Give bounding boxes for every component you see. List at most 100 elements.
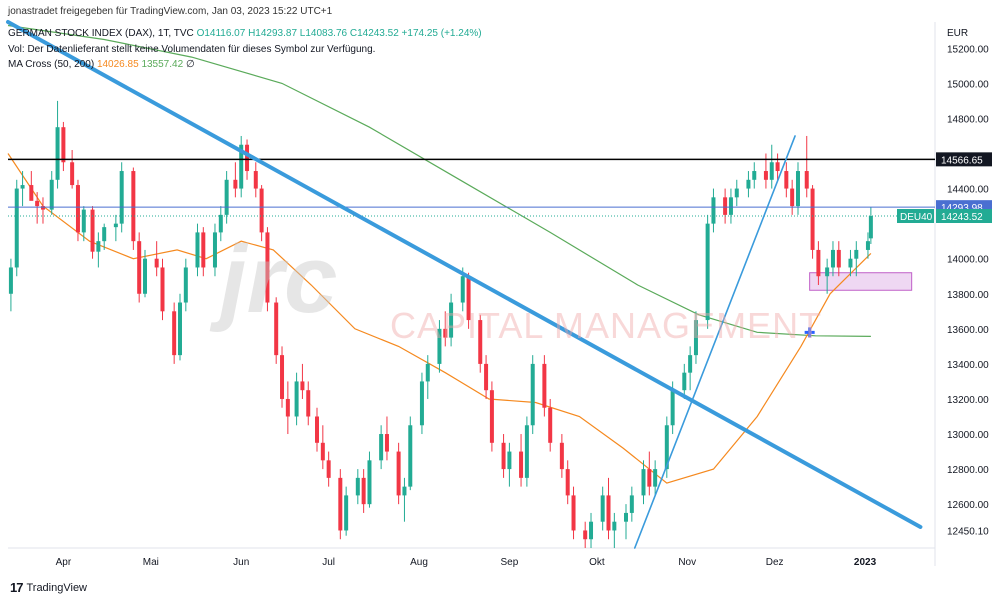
candle-body-75 [583,530,588,540]
candle-body-98 [769,162,774,180]
symbol-line: GERMAN STOCK INDEX (DAX), 1T, TVC O14116… [8,28,482,39]
candle-body-46 [344,495,349,531]
candle-body-99 [775,162,780,172]
candle-body-67 [519,451,524,478]
candle-body-71 [548,407,553,443]
candle-body-61 [466,276,471,321]
candle-body-49 [367,460,372,505]
candle-body-54 [408,425,413,487]
price-tick-8: 13200.00 [947,395,989,406]
candle-body-102 [795,171,800,207]
candle-body-36 [274,302,279,356]
month-tick-0: Apr [56,557,72,568]
candle-body-51 [384,434,389,452]
attribution: jonastradet freigegeben für TradingView.… [8,6,333,17]
month-tick-4: Aug [410,557,428,568]
candle-body-1 [14,188,19,268]
month-tick-8: Dez [766,557,784,568]
price-tick-10: 12800.00 [947,465,989,476]
price-tick-2: 14800.00 [947,114,989,125]
candle-body-24 [183,267,188,303]
currency-label: EUR [947,28,968,39]
volume-note: Vol: Der Datenlieferant stellt keine Vol… [8,44,376,55]
candles-group [8,100,873,548]
candle-body-72 [559,442,564,470]
candle-body-43 [320,442,325,461]
support-zone [809,272,913,291]
price-label-box-2 [936,209,992,224]
price-tick-0: 15200.00 [947,44,989,55]
candle-body-34 [259,188,264,233]
candle-body-107 [830,249,835,268]
price-tick-12: 12450.10 [947,526,989,537]
candle-body-50 [379,434,384,461]
golden-cross-marker [804,327,815,338]
candle-body-47 [355,477,360,496]
candle-body-38 [285,398,290,417]
candle-body-29 [224,179,229,215]
candle-body-79 [612,521,617,531]
candle-body-112 [868,216,873,239]
candle-body-4 [35,200,40,207]
tradingview-logo-icon: 17 [10,580,24,595]
candle-body-100 [784,171,789,189]
candle-body-9 [70,162,75,186]
candle-body-40 [300,381,305,391]
candle-body-76 [589,521,594,540]
candle-body-90 [705,223,710,321]
price-tick-5: 13800.00 [947,290,989,301]
candle-body-111 [865,241,870,250]
candle-body-110 [854,249,859,259]
candle-body-5 [40,206,45,210]
candle-body-32 [245,144,250,172]
ma200-line [7,24,871,337]
candle-body-78 [606,495,611,531]
candle-body-2 [20,185,25,189]
candle-body-82 [641,469,646,496]
candle-body-27 [212,232,217,268]
month-tick-7: Nov [678,557,696,568]
candle-body-42 [315,416,319,443]
candle-body-3 [29,185,34,201]
candle-body-91 [711,197,716,224]
candle-body-87 [682,372,687,391]
candle-body-33 [253,171,258,189]
candle-body-28 [218,214,223,233]
candle-body-35 [265,232,270,303]
candle-body-20 [154,258,159,268]
month-tick-2: Jun [233,557,249,568]
month-tick-3: Jul [322,557,335,568]
candle-body-109 [848,258,853,268]
candle-body-106 [825,267,830,277]
price-tick-3: 14400.00 [947,185,989,196]
candle-body-23 [177,302,182,356]
candle-body-19 [143,258,148,294]
candle-body-73 [565,469,570,496]
candle-body-108 [836,249,841,268]
candle-body-57 [437,328,442,364]
candle-body-88 [688,355,693,373]
candle-body-70 [542,363,547,408]
candle-body-83 [647,469,652,487]
month-tick-9: 2023 [854,557,877,568]
symbol-name[interactable]: GERMAN STOCK INDEX (DAX), 1T, TVC [8,28,194,39]
candle-body-21 [160,267,165,312]
candle-body-60 [460,276,465,303]
candle-body-17 [131,171,136,242]
candle-body-66 [507,451,512,470]
candle-body-84 [653,469,658,487]
ma50-value: 14026.85 [96,59,139,70]
candle-body-13 [96,241,101,252]
candle-body-53 [402,486,407,496]
ma-visibility-icon[interactable]: ∅ [185,59,195,70]
candle-body-93 [728,197,733,215]
candle-body-14 [102,227,107,242]
candle-body-92 [723,197,728,215]
candle-body-105 [816,249,821,277]
candle-body-11 [81,209,86,233]
candle-body-65 [501,442,506,470]
price-tick-7: 13400.00 [947,360,989,371]
ma-cross-label[interactable]: MA Cross (50, 200) [8,59,95,70]
price-tick-9: 13000.00 [947,430,989,441]
